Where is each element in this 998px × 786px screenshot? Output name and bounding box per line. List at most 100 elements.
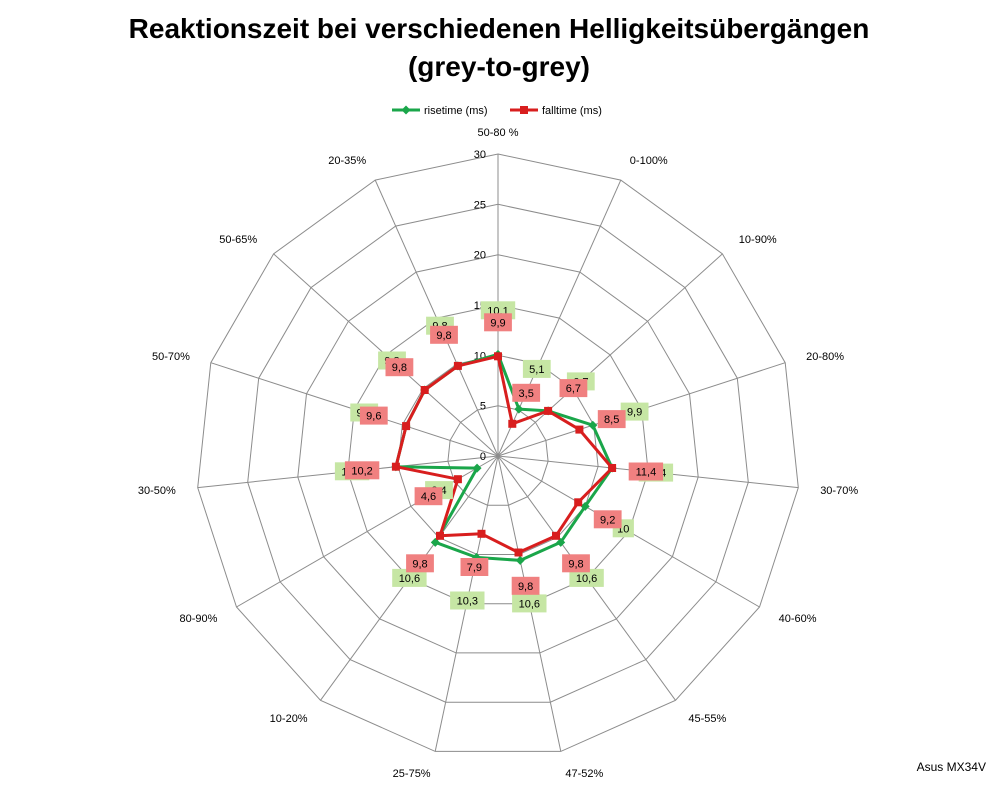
data-label-bg [344, 461, 380, 480]
chart-title: Reaktionszeit bei verschiedenen Helligke… [0, 10, 998, 86]
category-label: 10-20% [270, 713, 308, 725]
category-label: 50-65% [219, 234, 257, 246]
grid-spoke [497, 253, 723, 457]
tick-label: 25 [474, 199, 486, 211]
data-label-bg [392, 568, 427, 587]
category-label: 20-80% [806, 351, 844, 363]
data-label: 9,9 [490, 317, 505, 329]
data-label-bg [593, 510, 622, 529]
data-label-bg [450, 591, 485, 610]
falltime-point [508, 419, 517, 428]
data-label: 9,8 [518, 581, 533, 593]
data-label: 9,2 [600, 514, 615, 526]
data-label-bg [562, 554, 590, 573]
grid-ring [397, 354, 599, 555]
data-label: 4,6 [421, 491, 436, 503]
grid-ring [197, 153, 799, 752]
data-label: 10,6 [519, 598, 540, 610]
data-label-bg [559, 379, 588, 398]
falltime-point [608, 464, 617, 472]
data-label-bg [460, 558, 489, 576]
falltime-point [544, 406, 553, 415]
legend-falltime-label: falltime (ms) [542, 105, 602, 117]
data-label-bg [406, 554, 434, 573]
category-label: 25-75% [393, 768, 431, 780]
falltime-point [552, 531, 560, 540]
falltime-point [402, 422, 411, 431]
risetime-point [472, 463, 482, 473]
data-label: 10,3 [457, 596, 478, 608]
grid-ring [247, 203, 749, 703]
risetime-point [430, 537, 440, 547]
watermark: Asus MX34V [916, 760, 986, 774]
risetime-point [514, 404, 524, 414]
data-label: 9,8 [392, 362, 407, 374]
data-label-bg [414, 487, 443, 506]
falltime-point [575, 425, 584, 434]
data-label: 10,6 [399, 573, 420, 585]
category-label: 30-50% [138, 485, 176, 497]
risetime-point [588, 420, 598, 430]
chart-title-line2: (grey-to-grey) [407, 51, 590, 82]
legend-falltime-marker [520, 106, 528, 114]
data-label-bg [385, 358, 414, 377]
data-label: 9,6 [366, 411, 381, 423]
falltime-point [436, 531, 444, 540]
data-label: 9,8 [436, 330, 451, 342]
data-label-bg [522, 359, 551, 378]
data-label-bg [484, 313, 512, 332]
data-label-bg [597, 410, 626, 429]
tick-label: 30 [474, 149, 486, 161]
data-label-bg [430, 325, 458, 344]
falltime-point [420, 386, 429, 394]
data-label-bg [511, 576, 540, 595]
data-label-bg [569, 568, 604, 587]
data-label: 9,9 [627, 407, 642, 419]
data-label: 9,8 [412, 558, 427, 570]
data-label-bg [628, 462, 664, 481]
data-label: 5,1 [529, 364, 544, 376]
grid-ring [297, 254, 699, 654]
risetime-point [515, 555, 525, 565]
category-label: 10-90% [739, 234, 777, 246]
tick-label: 20 [474, 250, 486, 262]
data-label: 7,9 [467, 562, 482, 574]
falltime-point [453, 361, 462, 370]
category-label: 0-100% [630, 155, 668, 167]
falltime-point [477, 529, 486, 538]
category-label: 80-90% [179, 613, 217, 625]
data-label: 3,5 [519, 388, 534, 400]
legend-risetime-marker [401, 105, 411, 115]
category-label: 47-52% [565, 768, 603, 780]
category-label: 30-70% [820, 485, 858, 497]
data-label: 6,7 [566, 383, 581, 395]
series-line-falltime [394, 354, 614, 554]
risetime-point [556, 537, 566, 547]
data-label: 9,8 [568, 558, 583, 570]
data-label: 8,5 [604, 414, 619, 426]
falltime-point [391, 462, 400, 471]
falltime-point [494, 352, 502, 361]
category-label: 50-70% [152, 351, 190, 363]
data-label: 10,6 [576, 573, 597, 585]
falltime-point [514, 548, 523, 557]
data-label: 10,2 [351, 465, 372, 477]
data-label-bg [512, 594, 547, 613]
falltime-point [453, 475, 462, 484]
grid-ring [347, 304, 649, 605]
falltime-point [574, 498, 583, 507]
grid-ring [447, 405, 549, 506]
category-label: 40-60% [779, 613, 817, 625]
risetime-point [580, 501, 590, 511]
data-label-bg [620, 402, 649, 421]
category-label: 45-55% [688, 713, 726, 725]
data-label: 11,4 [636, 467, 657, 479]
legend-risetime-label: risetime (ms) [424, 105, 488, 117]
category-label: 50-80 % [478, 127, 519, 139]
data-label-bg [359, 406, 388, 425]
data-label-bg [512, 383, 541, 402]
chart-title-line1: Reaktionszeit bei verschiedenen Helligke… [128, 13, 870, 44]
tick-label: 0 [480, 451, 486, 463]
category-label: 20-35% [328, 155, 366, 167]
